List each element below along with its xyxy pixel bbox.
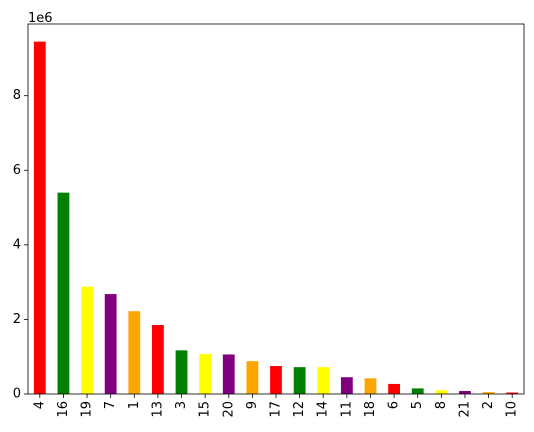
y-tick-label: 8 bbox=[13, 88, 21, 103]
x-tick-label: 20 bbox=[221, 401, 236, 418]
x-tick-label: 19 bbox=[80, 401, 95, 418]
bar-4 bbox=[33, 41, 46, 394]
x-tick-label: 14 bbox=[316, 401, 331, 418]
x-axis-ticks: 4 16 19 7 1 13 3 15 20 9 17 12 14 11 18 6 5 8 21 2 10 bbox=[32, 394, 520, 418]
y-tick-label: 4 bbox=[13, 237, 21, 252]
x-tick-label: 16 bbox=[56, 401, 71, 418]
x-tick-label: 15 bbox=[198, 401, 213, 418]
bar-5 bbox=[411, 388, 424, 394]
bar-20 bbox=[222, 354, 235, 394]
bar-12 bbox=[293, 367, 306, 394]
x-tick-label: 13 bbox=[150, 401, 165, 418]
bar-13 bbox=[152, 325, 164, 394]
x-tick-label: 1 bbox=[127, 401, 142, 409]
bars-group bbox=[33, 41, 519, 394]
x-tick-label: 11 bbox=[339, 401, 354, 418]
x-tick-label: 2 bbox=[481, 401, 496, 409]
y-tick-label: 6 bbox=[13, 163, 21, 178]
x-tick-label: 6 bbox=[387, 401, 402, 409]
x-tick-label: 17 bbox=[269, 401, 284, 418]
x-tick-label: 3 bbox=[174, 401, 189, 409]
bar-16 bbox=[57, 192, 70, 394]
bar-19 bbox=[81, 286, 93, 394]
x-tick-label: 7 bbox=[103, 401, 118, 409]
bar-8 bbox=[435, 390, 448, 394]
y-axis-offset-label: 1e6 bbox=[28, 11, 53, 26]
bar-10 bbox=[506, 392, 519, 394]
y-axis-ticks: 0 2 4 6 8 bbox=[13, 88, 28, 402]
x-tick-label: 4 bbox=[32, 401, 47, 409]
bar-17 bbox=[270, 366, 282, 394]
x-tick-label: 21 bbox=[457, 401, 472, 418]
bar-9 bbox=[246, 361, 259, 394]
y-tick-label: 0 bbox=[13, 387, 21, 402]
bar-2 bbox=[482, 392, 495, 394]
x-tick-label: 9 bbox=[245, 401, 260, 409]
bar-14 bbox=[317, 367, 330, 394]
x-tick-label: 5 bbox=[410, 401, 425, 409]
bar-6 bbox=[388, 383, 400, 394]
x-tick-label: 12 bbox=[292, 401, 307, 418]
y-tick-label: 2 bbox=[13, 312, 21, 327]
bar-18 bbox=[364, 378, 377, 394]
x-tick-label: 18 bbox=[363, 401, 378, 418]
bar-3 bbox=[175, 350, 188, 394]
x-tick-label: 10 bbox=[505, 401, 520, 418]
bar-15 bbox=[199, 354, 212, 394]
plot-frame bbox=[27, 23, 525, 395]
bar-7 bbox=[104, 294, 117, 394]
bar-1 bbox=[128, 311, 141, 394]
x-tick-label: 8 bbox=[434, 401, 449, 409]
bar-11 bbox=[340, 377, 353, 394]
bar-21 bbox=[459, 391, 471, 394]
